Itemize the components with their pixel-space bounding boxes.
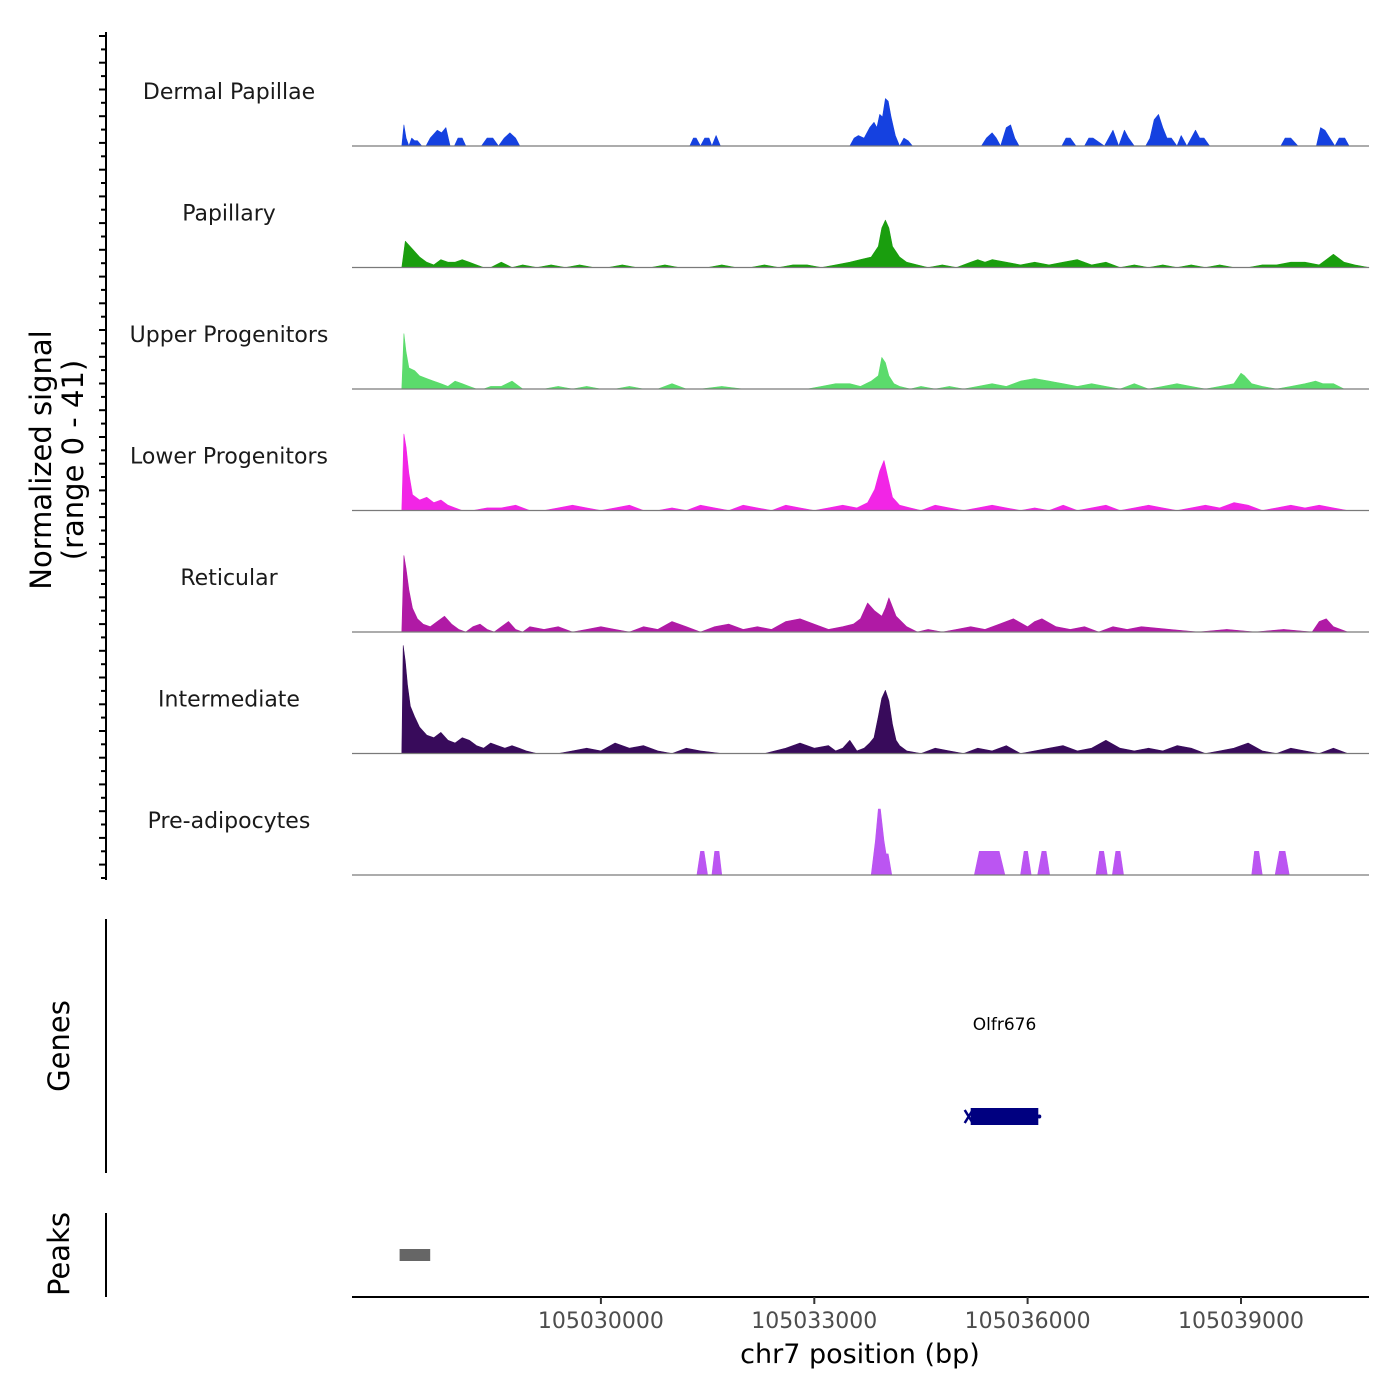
y-axis-range: (range 0 - 41)	[56, 360, 90, 560]
track-label: Pre-adipocytes	[148, 809, 311, 834]
peaks-panel	[399, 1249, 431, 1261]
x-axis-title: chr7 position (bp)	[740, 1339, 980, 1370]
coverage-track: Lower Progenitors	[130, 433, 1369, 512]
track-label: Dermal Papillae	[143, 80, 315, 105]
coverage-track: Papillary	[182, 202, 1370, 269]
y-axis-title: Normalized signal	[24, 330, 58, 589]
track-label: Intermediate	[158, 688, 300, 713]
x-tick-label: 105033000	[751, 1309, 877, 1334]
peak-region	[399, 1249, 431, 1261]
coverage-area	[401, 645, 1348, 754]
gene-body	[970, 1108, 1039, 1125]
gene-strand-marker	[963, 1109, 974, 1124]
gene-end-marker	[1037, 1114, 1042, 1119]
coverage-track: Reticular	[180, 555, 1369, 633]
gene-model: Olfr676	[963, 1015, 1042, 1125]
genes-panel: Olfr676	[963, 1015, 1042, 1125]
track-label: Reticular	[180, 566, 278, 591]
coverage-track: Dermal Papillae	[143, 80, 1369, 147]
coverage-track: Intermediate	[158, 645, 1369, 755]
x-tick-label: 105030000	[538, 1309, 664, 1334]
x-tick-label: 105039000	[1178, 1309, 1304, 1334]
coverage-track: Pre-adipocytes	[148, 808, 1369, 876]
track-label: Upper Progenitors	[130, 323, 329, 348]
track-label: Lower Progenitors	[130, 445, 328, 470]
coverage-area	[401, 555, 1348, 633]
peaks-panel-title: Peaks	[42, 1212, 76, 1296]
coverage-track: Upper Progenitors	[130, 323, 1369, 390]
coverage-y-ticks	[99, 35, 106, 879]
gene-label: Olfr676	[973, 1015, 1037, 1035]
genes-panel-title: Genes	[42, 1000, 76, 1092]
x-axis-ticks: 105030000 105033000 105036000 105039000	[538, 1297, 1304, 1334]
x-tick-label: 105036000	[965, 1309, 1091, 1334]
coverage-tracks: Dermal Papillae Papillary Upper Progenitor…	[130, 80, 1370, 876]
track-label: Papillary	[182, 202, 276, 227]
